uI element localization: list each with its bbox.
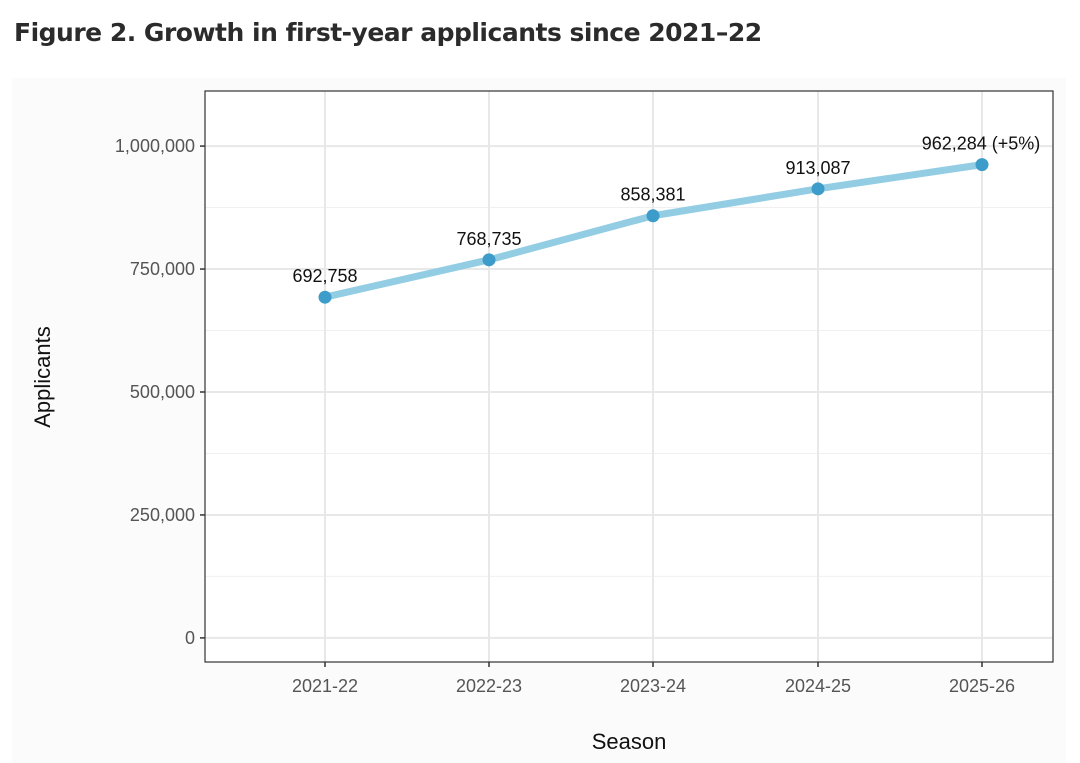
x-tick-label: 2022-23: [456, 676, 522, 696]
data-label: 858,381: [620, 185, 685, 205]
y-axis-title: Applicants: [30, 326, 55, 428]
y-tick-label: 0: [185, 628, 195, 648]
y-tick-label: 250,000: [130, 505, 195, 525]
x-axis: 2021-22 2022-23 2023-24 2024-25 2025-26: [292, 662, 1015, 696]
figure-title: Figure 2. Growth in first-year applicant…: [14, 18, 762, 47]
y-axis: 0 250,000 500,000 750,000 1,000,000: [115, 136, 205, 648]
data-point: [646, 209, 660, 223]
plot-panel: [205, 91, 1053, 662]
data-labels: 692,758 768,735 858,381 913,087 962,284 (+5%…: [292, 134, 1040, 287]
data-point: [975, 158, 989, 172]
series-points: [318, 158, 989, 304]
y-tick-label: 750,000: [130, 259, 195, 279]
data-point: [318, 290, 332, 304]
data-label: 692,758: [292, 266, 357, 286]
y-tick-label: 500,000: [130, 382, 195, 402]
data-label: 913,087: [785, 158, 850, 178]
plot-border: [204, 90, 1054, 663]
data-label: 768,735: [456, 229, 521, 249]
gridlines: [205, 91, 1053, 662]
x-tick-label: 2023-24: [620, 676, 686, 696]
x-tick-label: 2021-22: [292, 676, 358, 696]
data-label: 962,284 (+5%): [922, 134, 1041, 154]
y-tick-label: 1,000,000: [115, 136, 195, 156]
x-axis-title: Season: [592, 729, 667, 754]
data-point: [811, 182, 825, 196]
data-point: [482, 253, 496, 267]
x-tick-label: 2025-26: [949, 676, 1015, 696]
x-tick-label: 2024-25: [785, 676, 851, 696]
